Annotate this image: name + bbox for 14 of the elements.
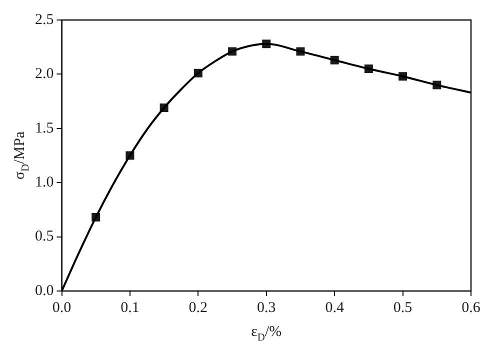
y-tick-label: 1.5: [35, 120, 54, 136]
x-tick-label: 0.5: [393, 300, 412, 316]
y-tick-label: 0.5: [35, 228, 54, 245]
x-tick-label: 0.6: [462, 300, 481, 316]
x-tick-label: 0.0: [52, 300, 72, 316]
y-tick-label: 1.0: [35, 174, 54, 191]
x-tick-label: 0.4: [325, 300, 344, 316]
y-tick-label: 0.0: [35, 282, 54, 299]
x-tick-label: 0.3: [257, 300, 276, 316]
x-tick-label: 0.2: [188, 300, 208, 316]
y-tick-label: 2.5: [35, 12, 54, 28]
y-axis-title: σD/MPa: [12, 131, 32, 180]
y-tick-label: 2.0: [35, 66, 54, 82]
x-tick-label: 0.1: [120, 300, 140, 316]
